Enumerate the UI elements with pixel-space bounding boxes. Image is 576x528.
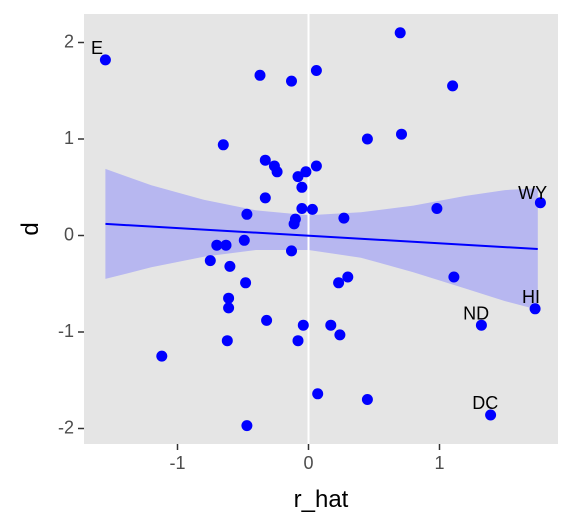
data-point <box>223 302 235 314</box>
data-point <box>431 203 443 214</box>
data-point <box>534 197 546 209</box>
data-point <box>286 75 297 87</box>
data-point <box>220 239 232 251</box>
data-point <box>259 154 271 166</box>
data-point <box>300 166 312 178</box>
data-point <box>529 303 541 315</box>
data-point <box>156 350 168 362</box>
data-point <box>296 203 308 214</box>
data-point <box>394 27 406 39</box>
data-point <box>241 208 253 220</box>
data-point <box>204 255 216 267</box>
data-point <box>211 239 223 251</box>
y-axis-title: d <box>17 222 44 235</box>
data-point <box>296 181 308 193</box>
data-point <box>271 166 283 178</box>
data-point <box>361 133 373 145</box>
data-point <box>448 271 460 283</box>
point-label: WY <box>518 183 547 203</box>
data-point <box>310 65 322 76</box>
data-point <box>254 69 266 81</box>
data-point <box>240 277 252 289</box>
confidence-ribbon-layer <box>105 168 538 310</box>
data-point <box>312 388 324 400</box>
data-point <box>333 277 345 289</box>
data-point <box>99 54 111 66</box>
data-point <box>286 245 297 257</box>
data-point <box>396 128 407 140</box>
point-label: HI <box>522 287 540 307</box>
data-point <box>325 319 337 331</box>
y-tick-label: 1 <box>64 128 74 148</box>
y-axis: -2 -1 0 1 2 <box>58 31 84 437</box>
data-point <box>261 314 273 326</box>
data-point <box>241 420 253 432</box>
data-point <box>338 212 350 224</box>
data-point <box>221 335 233 347</box>
point-label: DC <box>472 393 498 413</box>
y-tick-label: -1 <box>58 321 74 341</box>
y-tick-label: 0 <box>64 224 74 244</box>
y-tick-label: 2 <box>64 31 74 51</box>
data-point <box>361 394 373 405</box>
point-label: E <box>91 38 103 58</box>
confidence-ribbon <box>105 168 538 310</box>
x-tick-label: 0 <box>303 453 313 473</box>
fit-line-layer <box>105 222 538 251</box>
point-label: ND <box>463 303 489 323</box>
x-tick-label: -1 <box>169 453 185 473</box>
data-point <box>224 260 236 272</box>
data-point <box>223 292 235 304</box>
data-point <box>334 329 346 341</box>
data-point <box>297 319 309 331</box>
data-points-layer <box>99 27 546 432</box>
data-point <box>310 160 322 172</box>
point-labels-layer: E WY HI ND DC <box>91 38 547 413</box>
data-point <box>238 234 250 246</box>
data-point <box>292 335 304 347</box>
fit-line <box>105 222 538 251</box>
x-tick-label: 1 <box>434 453 444 473</box>
data-point <box>217 139 229 151</box>
data-point <box>259 192 271 204</box>
x-axis-title: r_hat <box>294 486 349 513</box>
data-point <box>306 203 318 215</box>
data-point <box>292 171 304 183</box>
data-point <box>485 409 497 421</box>
y-tick-label: -2 <box>58 417 74 437</box>
x-axis: -1 0 1 <box>169 444 445 473</box>
data-point <box>447 80 459 92</box>
data-point <box>475 319 487 331</box>
data-point <box>289 213 301 225</box>
data-point <box>342 271 354 283</box>
